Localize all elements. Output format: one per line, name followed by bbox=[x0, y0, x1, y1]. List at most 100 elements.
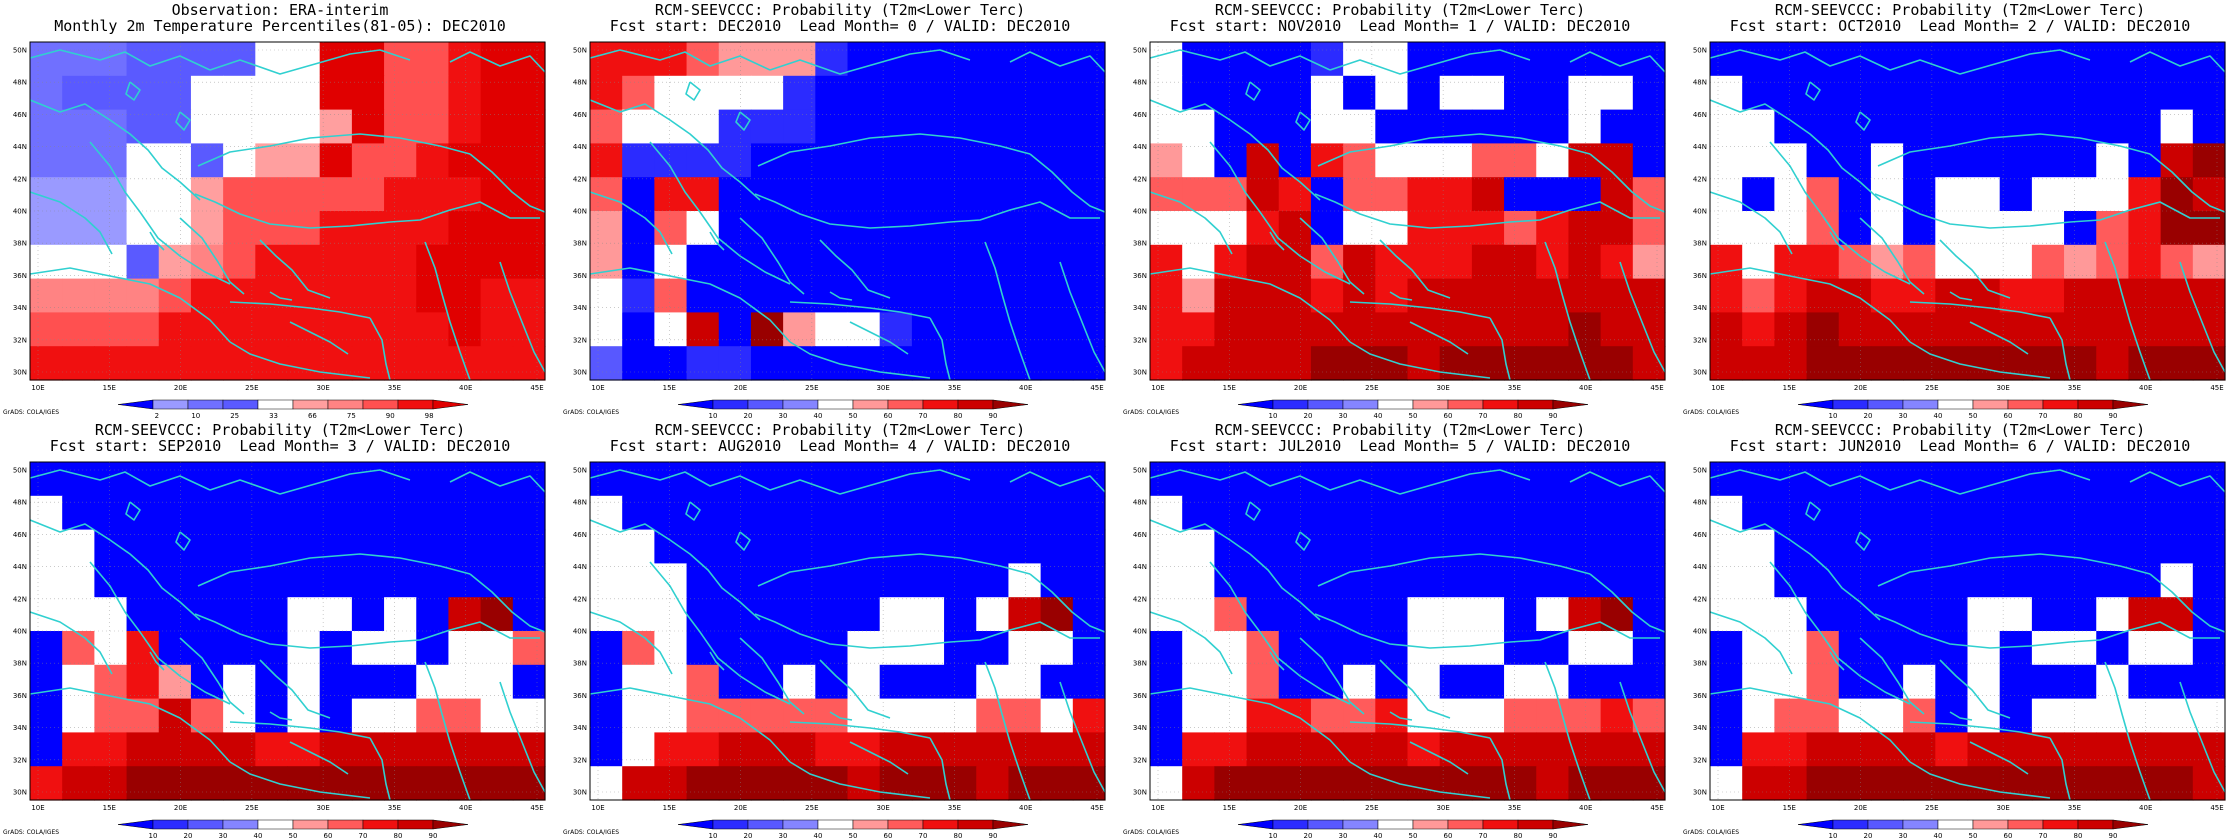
grid-cell bbox=[718, 631, 752, 666]
colorbar-swatch bbox=[887, 399, 924, 410]
coastline bbox=[1909, 721, 2051, 739]
grid-cell bbox=[911, 346, 945, 381]
grid-cell bbox=[1182, 244, 1215, 280]
coastline bbox=[849, 321, 909, 355]
coastline bbox=[1349, 761, 1491, 799]
grid-cell bbox=[1870, 278, 1904, 313]
colorbar: 2 10 25 33 66 75 90 98 bbox=[117, 399, 469, 420]
grid-cell bbox=[1407, 597, 1441, 632]
grid-cell bbox=[1214, 766, 1248, 801]
grid-cell bbox=[1774, 278, 1808, 313]
lat-tick-label: 46N bbox=[573, 111, 587, 119]
coastline bbox=[1317, 133, 1591, 167]
grid-cell bbox=[1838, 597, 1872, 632]
map-panel-lead5: RCM-SEEVCCC: Probability (T2m<Lower Terc… bbox=[1120, 420, 1680, 840]
colorbar-swatch bbox=[1377, 399, 1414, 410]
grid-cell bbox=[287, 244, 321, 280]
map-frame bbox=[589, 41, 1106, 381]
lon-tick-label: 25E bbox=[1365, 384, 1378, 392]
grid-cell bbox=[287, 495, 321, 531]
grid-cell bbox=[126, 495, 160, 531]
colorbar-swatch bbox=[152, 819, 189, 830]
coastline bbox=[194, 193, 391, 229]
coastline bbox=[1569, 51, 1666, 73]
lon-tick-label: 15E bbox=[663, 804, 676, 812]
grid-cell bbox=[1375, 278, 1409, 313]
grid-cell bbox=[750, 563, 784, 598]
coastline bbox=[259, 239, 331, 299]
grid-cell bbox=[1806, 462, 1840, 497]
grid-cell bbox=[590, 278, 623, 313]
grid-cell bbox=[815, 75, 849, 111]
grid-cell bbox=[2192, 563, 2226, 598]
grid-cell bbox=[847, 346, 881, 381]
grid-cell bbox=[2160, 529, 2194, 564]
coastline bbox=[1379, 659, 1451, 719]
lon-tick-label: 30E bbox=[316, 384, 329, 392]
grid-cell bbox=[686, 75, 720, 111]
colorbar-tick-label: 50 bbox=[849, 832, 858, 840]
grid-cell bbox=[911, 109, 945, 144]
grid-cell bbox=[1536, 278, 1570, 313]
colorbar-swatch bbox=[957, 819, 994, 830]
colorbar-tick-label: 30 bbox=[779, 832, 788, 840]
grid-cell bbox=[1150, 42, 1183, 77]
grid-cell bbox=[2064, 211, 2097, 246]
grid-cell bbox=[1903, 312, 1936, 347]
coastline bbox=[1317, 553, 1591, 587]
colorbar-swatch bbox=[1307, 399, 1344, 410]
grid-cell bbox=[1278, 177, 1312, 212]
colorbar-swatch bbox=[677, 819, 714, 830]
grid-cell bbox=[750, 143, 784, 178]
grid-cell bbox=[1967, 766, 2001, 801]
grid-cell bbox=[1343, 766, 1376, 801]
coastline bbox=[819, 239, 891, 299]
grid-cell bbox=[1967, 143, 2001, 178]
grid-cell bbox=[30, 495, 63, 531]
grid-cell bbox=[911, 278, 945, 313]
coastline bbox=[1969, 321, 2029, 355]
coastline bbox=[1029, 573, 1106, 633]
grid-cell bbox=[158, 631, 192, 666]
grid-cell bbox=[1182, 312, 1215, 347]
grid-cell bbox=[1710, 766, 1743, 801]
grid-cell bbox=[911, 75, 945, 111]
grid-cell bbox=[1903, 244, 1936, 280]
grid-cell bbox=[944, 143, 977, 178]
grid-cell bbox=[2128, 462, 2162, 497]
coastline bbox=[29, 611, 113, 675]
lat-tick-label: 48N bbox=[13, 499, 27, 507]
grid-cell bbox=[750, 346, 784, 381]
grid-cell bbox=[1439, 563, 1473, 598]
grid-cell bbox=[686, 346, 720, 381]
lon-tick-label: 25E bbox=[1925, 384, 1938, 392]
grid-cell bbox=[2128, 631, 2162, 666]
coastline bbox=[469, 573, 546, 633]
colorbar-tick-label: 80 bbox=[954, 412, 963, 420]
grid-cell bbox=[480, 563, 514, 598]
grid-cell bbox=[1471, 244, 1505, 280]
panel-title-line2: Fcst start: NOV2010 Lead Month= 1 / VALI… bbox=[1169, 17, 1631, 35]
grid-cell bbox=[944, 597, 977, 632]
colorbar-tick-label: 60 bbox=[884, 832, 893, 840]
grid-cell bbox=[223, 462, 256, 497]
colorbar-swatch bbox=[1832, 819, 1869, 830]
grid-cell bbox=[2064, 312, 2097, 347]
grid-cell bbox=[416, 278, 450, 313]
grid-cell bbox=[1903, 732, 1936, 767]
coastline bbox=[757, 133, 1031, 167]
coastline bbox=[1389, 711, 1413, 721]
coastline bbox=[769, 49, 971, 75]
map-panel-observation: Observation: ERA-interim Monthly 2m Tempe… bbox=[0, 0, 560, 420]
grid-cell bbox=[384, 495, 417, 531]
grid-cell bbox=[622, 177, 655, 212]
grid-cell bbox=[2031, 244, 2065, 280]
grid-cell bbox=[1407, 563, 1441, 598]
grid-cell bbox=[750, 42, 784, 77]
lon-tick-label: 25E bbox=[245, 384, 258, 392]
grid-cell bbox=[1710, 698, 1743, 733]
grid-cell bbox=[1008, 143, 1042, 178]
grid-cell bbox=[1504, 732, 1537, 767]
lat-tick-label: 40N bbox=[1693, 208, 1707, 216]
panel-title-line2: Monthly 2m Temperature Percentiles(81-05… bbox=[54, 17, 506, 35]
